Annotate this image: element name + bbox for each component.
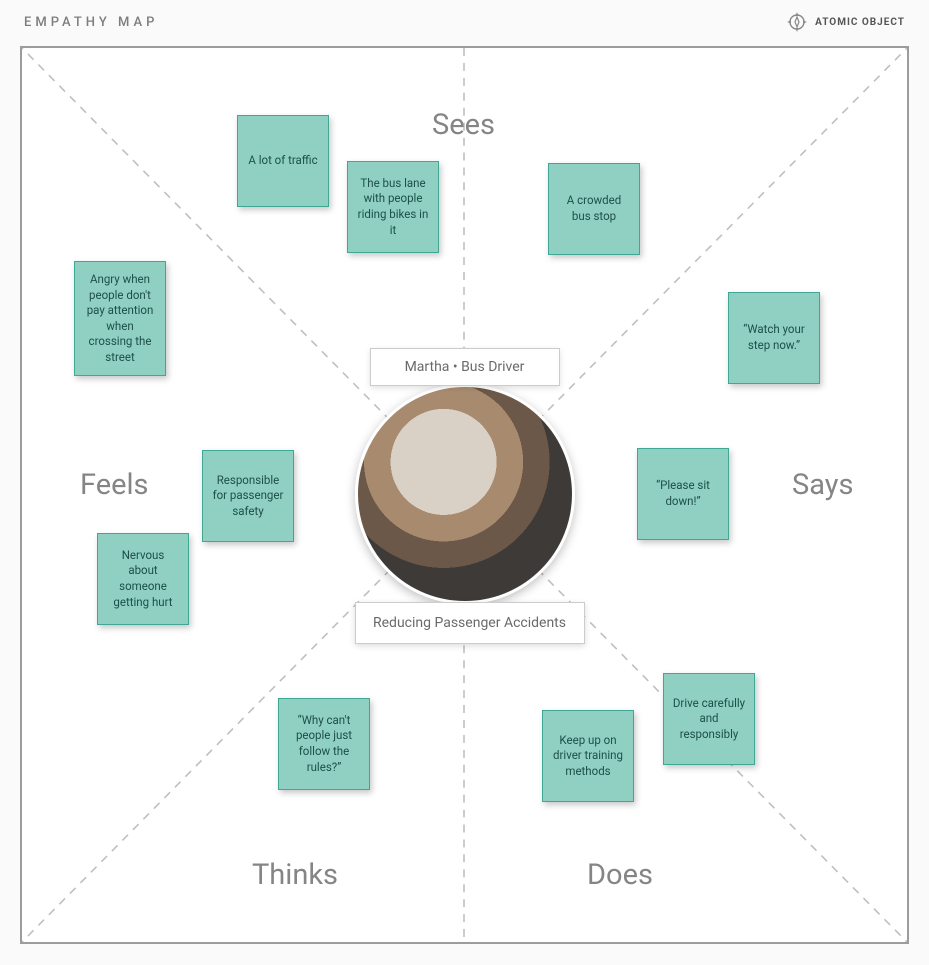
- sticky-thinks-rules[interactable]: “Why can't people just follow the rules?…: [278, 698, 370, 790]
- persona-goal: Reducing Passenger Accidents: [355, 602, 585, 644]
- persona-avatar: [355, 384, 575, 604]
- sticky-says-sitdown[interactable]: “Please sit down!”: [637, 448, 729, 540]
- sticky-does-training[interactable]: Keep up on driver training methods: [542, 710, 634, 802]
- sticky-does-drive[interactable]: Drive carefully and responsibly: [663, 673, 755, 765]
- sticky-feels-responsible[interactable]: Responsible for passenger safety: [202, 450, 294, 542]
- sticky-sees-traffic[interactable]: A lot of traffic: [237, 115, 329, 207]
- brand-logo: ATOMIC OBJECT: [785, 10, 905, 34]
- header: EMPATHY MAP ATOMIC OBJECT: [0, 0, 929, 44]
- quadrant-label-thinks: Thinks: [252, 858, 338, 892]
- page-title: EMPATHY MAP: [24, 15, 158, 30]
- persona-name: Martha • Bus Driver: [370, 348, 560, 386]
- quadrant-label-sees: Sees: [432, 108, 495, 142]
- quadrant-label-does: Does: [587, 858, 653, 892]
- quadrant-label-says: Says: [792, 468, 853, 502]
- empathy-map-canvas: Sees Says Does Thinks Feels Martha • Bus Dri…: [20, 46, 909, 944]
- sticky-sees-bikelane[interactable]: The bus lane with people riding bikes in…: [347, 161, 439, 253]
- sticky-feels-angry[interactable]: Angry when people don't pay attention wh…: [74, 261, 166, 376]
- sticky-sees-crowded[interactable]: A crowded bus stop: [548, 163, 640, 255]
- persona-block: Martha • Bus Driver Reducing Passenger A…: [355, 348, 575, 644]
- quadrant-label-feels: Feels: [80, 468, 149, 502]
- compass-icon: [785, 10, 809, 34]
- sticky-says-step[interactable]: “Watch your step now.”: [728, 292, 820, 384]
- sticky-feels-nervous[interactable]: Nervous about someone getting hurt: [97, 533, 189, 625]
- brand-name: ATOMIC OBJECT: [815, 17, 905, 28]
